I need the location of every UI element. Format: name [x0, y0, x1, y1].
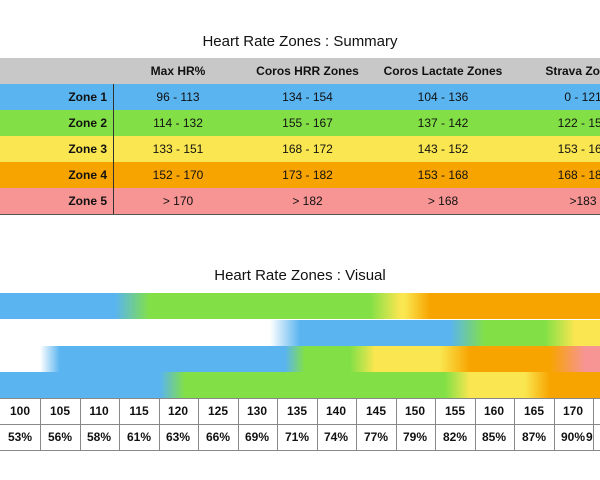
- zone-label: Zone 2: [68, 116, 107, 130]
- coros-hrr-value: 173 - 182: [282, 168, 333, 182]
- coros-hrr-value: > 182: [292, 194, 323, 208]
- header-strava: Strava Zones: [545, 64, 600, 78]
- strava-value: 122 - 152: [557, 116, 600, 130]
- column-divider: [113, 84, 114, 214]
- table-row-zone-3: Zone 3 133 - 151 168 - 172 143 - 152 153…: [0, 136, 600, 162]
- percent-label: 74%: [323, 430, 349, 444]
- zone-label: Zone 5: [68, 194, 107, 208]
- scale-divider: [554, 398, 555, 450]
- zone-bar-coros-hrr: [0, 320, 600, 346]
- scale-divider: [80, 398, 81, 450]
- bpm-scale: 100 105 110 115 120 125 130 135 140 145 …: [0, 398, 600, 452]
- strava-value: 0 - 121: [564, 90, 600, 104]
- coros-lactate-value: 104 - 136: [417, 90, 469, 104]
- scale-divider: [356, 398, 357, 450]
- coros-lactate-value: 137 - 142: [417, 116, 469, 130]
- percent-label: 58%: [86, 430, 112, 444]
- bpm-label: 145: [365, 404, 387, 418]
- scale-divider: [396, 398, 397, 450]
- zone-bar-strava: [0, 372, 600, 398]
- table-header-row: Max HR% Coros HRR Zones Coros Lactate Zo…: [0, 58, 600, 84]
- scale-divider: [277, 398, 278, 450]
- bpm-label: 1: [594, 398, 600, 424]
- header-coros-lactate: Coros Lactate Zones: [383, 64, 503, 78]
- percent-label: 61%: [126, 430, 152, 444]
- coros-lactate-value: 153 - 168: [417, 168, 469, 182]
- table-row-zone-2: Zone 2 114 - 132 155 - 167 137 - 142 122…: [0, 110, 600, 136]
- scale-divider: [198, 398, 199, 450]
- zone-bar-coros-lactate: [0, 346, 600, 372]
- scale-bottom-line: [0, 450, 600, 451]
- scale-divider: [40, 398, 41, 450]
- percent-label: 53%: [7, 430, 33, 444]
- summary-table: Max HR% Coros HRR Zones Coros Lactate Zo…: [0, 58, 600, 218]
- percent-label: 69%: [244, 430, 270, 444]
- percent-label: 90%: [560, 430, 586, 444]
- coros-lactate-value: > 168: [427, 194, 459, 208]
- scale-divider: [238, 398, 239, 450]
- table-bottom-border: [0, 214, 600, 215]
- max-hr-value: > 170: [162, 194, 194, 208]
- scale-divider: [475, 398, 476, 450]
- bpm-label: 165: [523, 404, 545, 418]
- scale-divider: [435, 398, 436, 450]
- scale-middle-line: [0, 424, 600, 425]
- bpm-label: 150: [404, 404, 426, 418]
- coros-lactate-value: 143 - 152: [417, 142, 469, 156]
- coros-hrr-value: 155 - 167: [282, 116, 333, 130]
- table-row-zone-4: Zone 4 152 - 170 173 - 182 153 - 168 168…: [0, 162, 600, 188]
- bpm-label: 155: [444, 404, 466, 418]
- max-hr-value: 133 - 151: [152, 142, 204, 156]
- scale-divider: [593, 398, 594, 450]
- bpm-label: 140: [325, 404, 347, 418]
- scale-top-line: [0, 398, 600, 399]
- scale-divider: [514, 398, 515, 450]
- bpm-label: 130: [246, 404, 268, 418]
- header-max-hr: Max HR%: [150, 64, 206, 78]
- strava-value: >183: [569, 194, 597, 208]
- max-hr-value: 152 - 170: [152, 168, 204, 182]
- table-row-zone-1: Zone 1 96 - 113 134 - 154 104 - 136 0 - …: [0, 84, 600, 110]
- max-hr-value: 96 - 113: [156, 90, 200, 104]
- percent-label: 71%: [284, 430, 310, 444]
- percent-label: 77%: [363, 430, 389, 444]
- coros-hrr-value: 168 - 172: [282, 142, 333, 156]
- zone-label: Zone 1: [68, 90, 107, 104]
- percent-label: 82%: [442, 430, 468, 444]
- visual-title: Heart Rate Zones : Visual: [214, 267, 386, 284]
- bpm-label: 105: [49, 404, 71, 418]
- scale-divider: [317, 398, 318, 450]
- coros-hrr-value: 134 - 154: [282, 90, 333, 104]
- bpm-label: 100: [9, 404, 31, 418]
- header-coros-hrr: Coros HRR Zones: [256, 64, 359, 78]
- table-row-zone-5: Zone 5 > 170 > 182 > 168 >183: [0, 188, 600, 214]
- bpm-label: 125: [207, 404, 229, 418]
- scale-divider: [119, 398, 120, 450]
- percent-label: 9: [586, 430, 593, 444]
- percent-label: 63%: [165, 430, 191, 444]
- bpm-label: 110: [89, 404, 109, 418]
- percent-label: 87%: [521, 430, 547, 444]
- header-blank: [0, 58, 113, 84]
- zone-bar-max-hr: [0, 293, 600, 319]
- percent-label: 79%: [402, 430, 428, 444]
- bpm-label: 135: [286, 404, 308, 418]
- zone-label: Zone 4: [68, 168, 107, 182]
- summary-title: Heart Rate Zones : Summary: [202, 33, 398, 50]
- strava-value: 168 - 183: [557, 168, 600, 182]
- zone-label: Zone 3: [68, 142, 107, 156]
- percent-label: 66%: [205, 430, 231, 444]
- percent-label: 85%: [481, 430, 507, 444]
- bpm-label: 160: [483, 404, 505, 418]
- max-hr-value: 114 - 132: [153, 116, 203, 130]
- percent-label: 56%: [47, 430, 73, 444]
- scale-divider: [159, 398, 160, 450]
- bpm-label: 115: [129, 404, 149, 418]
- bpm-label: 120: [167, 404, 189, 418]
- strava-value: 153 - 167: [557, 142, 600, 156]
- bpm-label: 170: [562, 404, 584, 418]
- percent-row: 53% 56% 58% 61% 63% 66% 69% 71% 74% 77% …: [0, 424, 600, 450]
- bpm-row: 100 105 110 115 120 125 130 135 140 145 …: [0, 398, 600, 424]
